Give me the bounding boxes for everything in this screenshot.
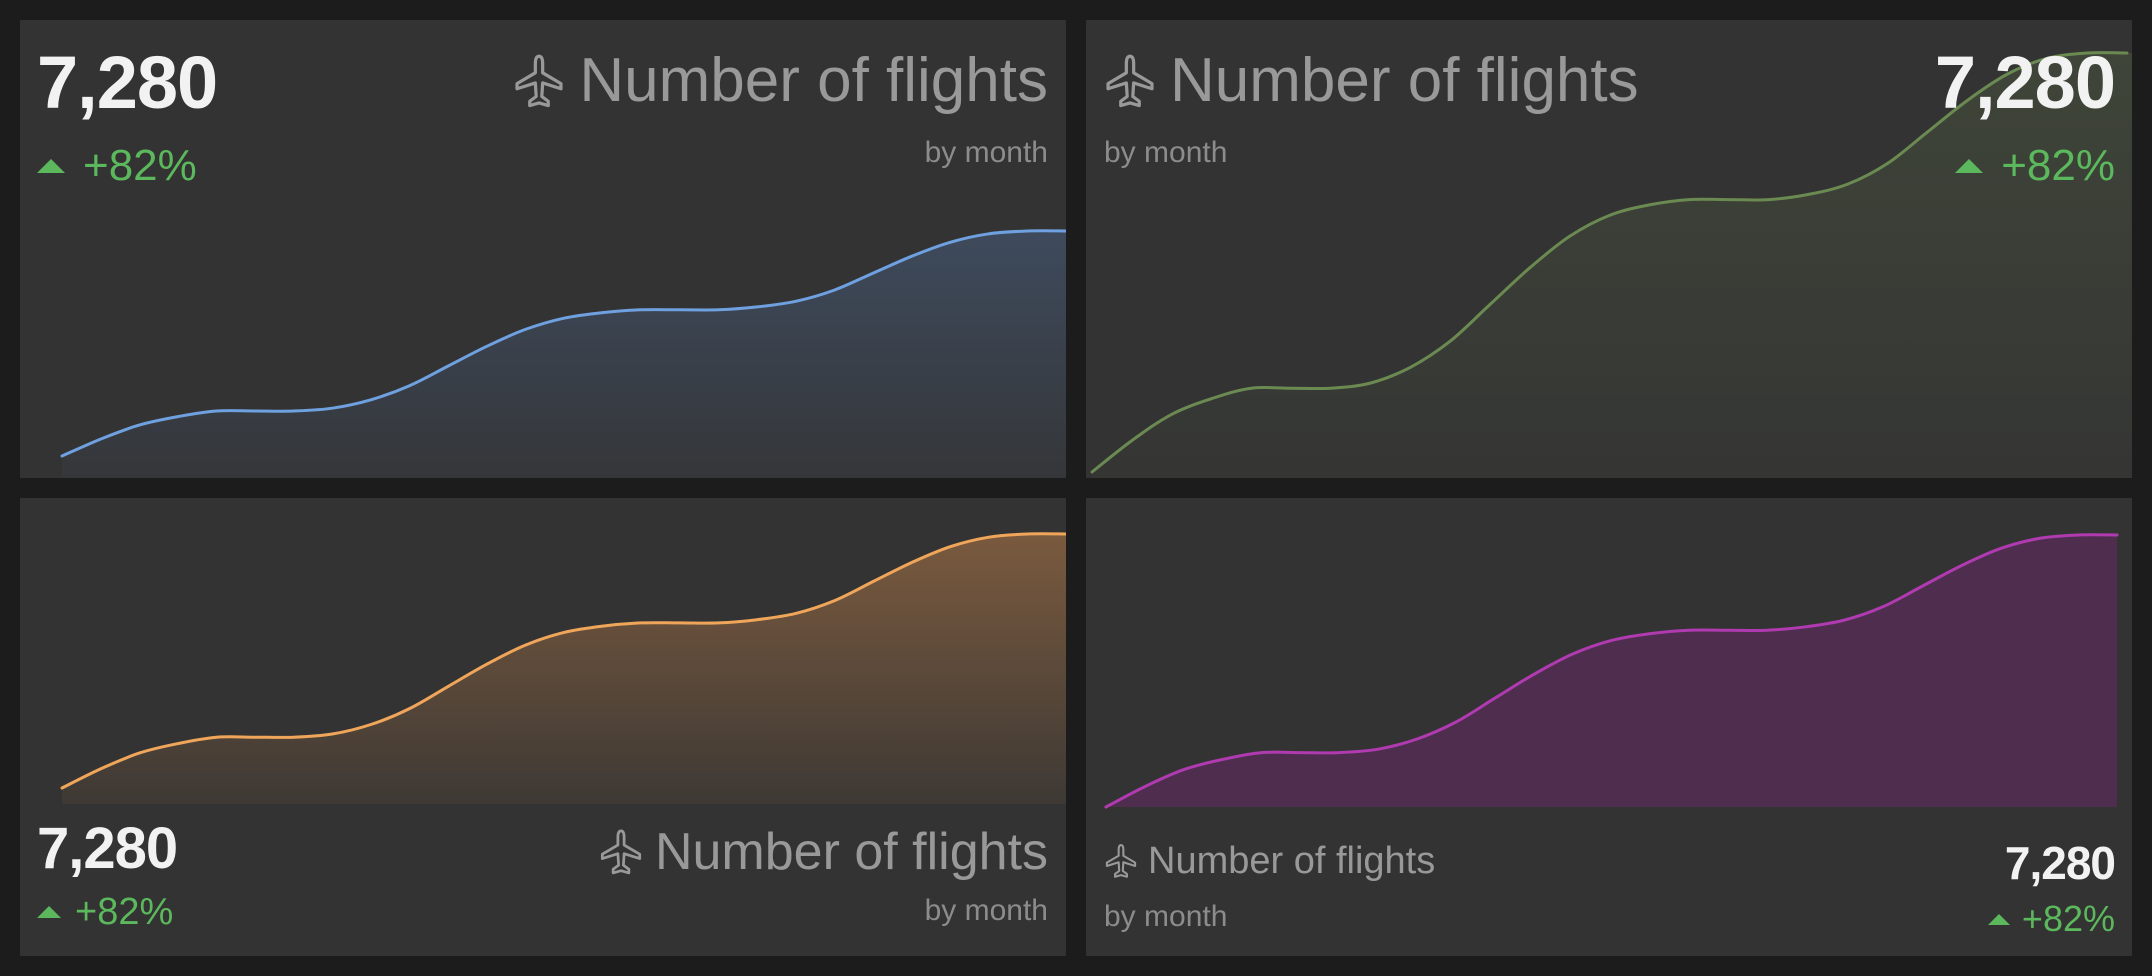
- chart-title: Number of flights: [513, 50, 1048, 112]
- chart-title-text: Number of flights: [1148, 840, 1436, 882]
- series-line: [60, 229, 1066, 458]
- airplane-icon: [1106, 54, 1154, 108]
- chart-subtitle: by month: [1104, 900, 1228, 933]
- kpi-delta: +82%: [37, 893, 173, 931]
- chart-title: Number of flights: [1104, 842, 1435, 880]
- chart-title: Number of flights: [1104, 50, 1639, 112]
- area-chart: [60, 229, 1066, 478]
- airplane-icon: [1105, 844, 1137, 878]
- kpi-delta-text: +82%: [2021, 898, 2115, 939]
- series-area-fill: [1092, 52, 2132, 478]
- caret-up-icon: [1955, 159, 1984, 173]
- airplane-icon: [600, 829, 642, 875]
- kpi-card-flights-orange: 7,280 +82% Number of flights by month: [20, 498, 1066, 956]
- chart-title: Number of flights: [599, 826, 1048, 878]
- caret-up-icon: [37, 906, 61, 918]
- series-area-fill: [62, 230, 1066, 478]
- kpi-delta-text: +82%: [83, 141, 197, 190]
- kpi-delta: +82%: [1987, 898, 2115, 939]
- chart-title-text: Number of flights: [654, 823, 1048, 881]
- airplane-icon: [515, 54, 563, 108]
- chart-subtitle: by month: [924, 894, 1048, 927]
- kpi-value: 7,280: [37, 816, 178, 881]
- kpi-value: 7,280: [37, 41, 218, 124]
- kpi-value: 7,280: [2004, 837, 2116, 889]
- chart-subtitle: by month: [1104, 136, 1228, 169]
- series-area-fill: [62, 533, 1066, 804]
- series-line: [1104, 533, 2119, 809]
- kpi-value: 7,280: [1934, 41, 2116, 124]
- kpi-delta-text: +82%: [75, 891, 174, 933]
- series-line: [60, 532, 1066, 790]
- kpi-card-flights-purple: 7,280 +82% Number of flights by month: [1086, 498, 2132, 956]
- series-area-fill: [1106, 534, 2117, 807]
- kpi-delta: +82%: [1955, 144, 2115, 188]
- kpi-delta: +82%: [37, 144, 197, 188]
- kpi-card-flights-green: 7,280 +82% Number of flights by month: [1086, 20, 2132, 478]
- area-chart: [1090, 51, 2132, 478]
- kpi-delta-text: +82%: [2001, 141, 2115, 190]
- caret-up-icon: [37, 159, 65, 173]
- area-chart: [1104, 533, 2119, 809]
- kpi-card-flights-blue: 7,280 +82% Number of flights by month: [20, 20, 1066, 478]
- chart-title-text: Number of flights: [1170, 46, 1639, 115]
- caret-up-icon: [1987, 913, 2010, 925]
- chart-title-text: Number of flights: [579, 46, 1048, 115]
- area-chart: [60, 532, 1066, 804]
- series-line: [1090, 51, 2129, 474]
- chart-subtitle: by month: [924, 136, 1048, 169]
